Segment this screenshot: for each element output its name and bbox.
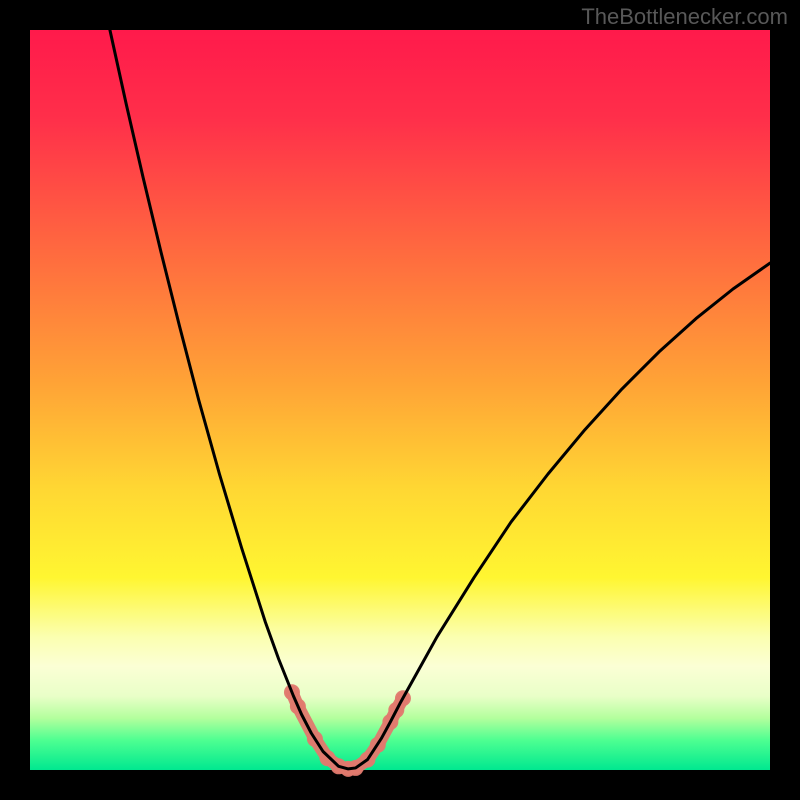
watermark-text: TheBottlenecker.com [581,4,788,30]
chart-container: TheBottlenecker.com [0,0,800,800]
bottleneck-chart [0,0,800,800]
plot-background [30,30,770,770]
